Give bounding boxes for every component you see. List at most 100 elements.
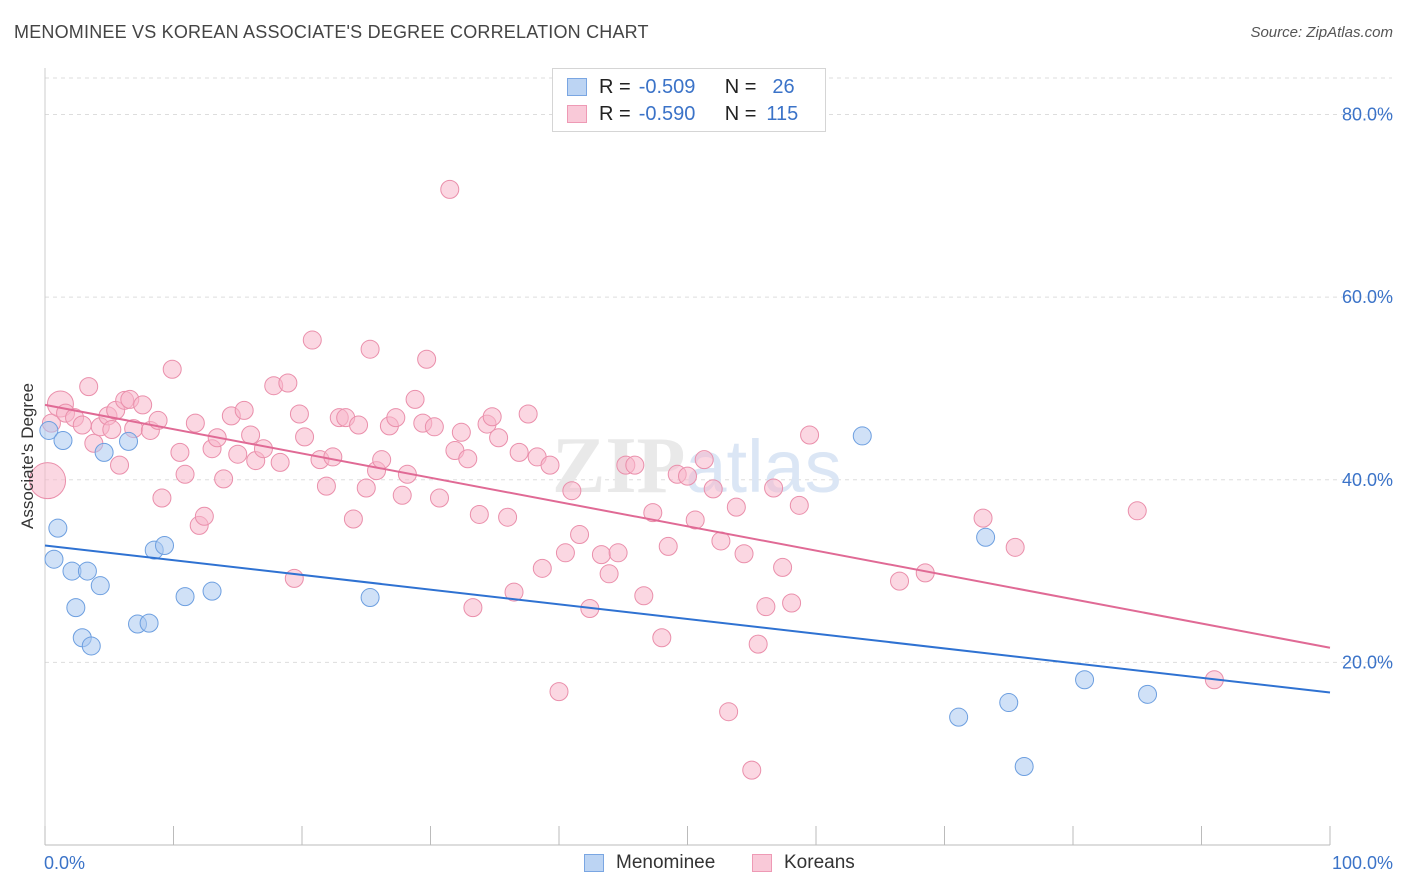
koreans-point	[973, 508, 993, 528]
koreans-point	[110, 455, 130, 475]
koreans-point	[440, 179, 460, 199]
koreans-point	[152, 488, 172, 508]
koreans-point	[270, 452, 290, 472]
x-tick-label-max: 100.0%	[1332, 853, 1393, 873]
menominee-point	[77, 561, 97, 581]
series-legend: Menominee Koreans	[0, 852, 1406, 876]
menominee-point	[48, 518, 68, 538]
koreans-point	[343, 509, 363, 529]
y-tick-label: 20.0%	[1342, 652, 1393, 672]
koreans-point	[316, 476, 336, 496]
menominee-point	[155, 536, 175, 556]
koreans-point	[773, 557, 793, 577]
menominee-point	[119, 431, 139, 451]
koreans-point	[694, 450, 714, 470]
koreans-point	[29, 462, 67, 500]
koreans-point	[469, 504, 489, 524]
menominee-point	[852, 426, 872, 446]
n-value: 26	[772, 75, 795, 98]
koreans-point	[1005, 537, 1025, 557]
menominee-point	[66, 598, 86, 618]
koreans-point	[599, 564, 619, 584]
menominee-point	[175, 587, 195, 607]
r-value: -0.509	[638, 75, 696, 98]
koreans-point	[463, 598, 483, 618]
koreans-point	[185, 413, 205, 433]
axes	[44, 68, 1331, 846]
koreans-point	[372, 450, 392, 470]
koreans-point	[540, 455, 560, 475]
koreans-point	[214, 469, 234, 489]
koreans-point	[489, 428, 509, 448]
koreans-point	[719, 702, 739, 722]
legend-swatch-pink	[567, 105, 587, 123]
koreans-points	[29, 179, 1224, 780]
koreans-point	[756, 597, 776, 617]
legend-swatch-pink	[752, 854, 772, 872]
koreans-point	[504, 582, 524, 602]
menominee-point	[94, 442, 114, 462]
koreans-point	[349, 415, 369, 435]
koreans-point	[890, 571, 910, 591]
r-label: R =	[599, 75, 631, 98]
koreans-point	[555, 543, 575, 563]
menominee-point	[1075, 670, 1095, 690]
menominee-point	[1138, 684, 1158, 704]
legend-item-menominee: Menominee	[584, 852, 715, 874]
legend-row-koreans: R = -0.590 N = 115	[567, 102, 798, 126]
koreans-point	[734, 544, 754, 564]
koreans-point	[498, 507, 518, 527]
koreans-point	[295, 427, 315, 447]
koreans-point	[72, 415, 92, 435]
koreans-point	[356, 478, 376, 498]
koreans-point	[417, 349, 437, 369]
menominee-point	[360, 588, 380, 608]
koreans-point	[652, 628, 672, 648]
koreans-point	[764, 478, 784, 498]
koreans-point	[79, 377, 99, 397]
n-label: N =	[724, 75, 757, 98]
koreans-point	[789, 495, 809, 515]
legend-swatch-blue	[584, 854, 604, 872]
x-tick-label-min: 0.0%	[44, 853, 85, 873]
koreans-point	[360, 339, 380, 359]
koreans-point	[678, 466, 697, 486]
menominee-point	[39, 420, 59, 440]
koreans-point	[175, 464, 195, 484]
koreans-point	[658, 536, 678, 556]
y-tick-label: 60.0%	[1342, 287, 1393, 307]
menominee-point	[1014, 756, 1034, 776]
source-label: Source: ZipAtlas.com	[1250, 24, 1393, 41]
tick-labels: 20.0% 40.0% 60.0% 80.0% 0.0% 100.0%	[44, 105, 1393, 873]
legend-swatch-blue	[567, 78, 587, 96]
koreans-point	[800, 425, 820, 445]
r-value: -0.590	[638, 102, 696, 125]
menominee-point	[949, 707, 969, 727]
koreans-point	[253, 439, 273, 459]
koreans-point	[429, 488, 449, 508]
n-value: 115	[766, 102, 799, 125]
koreans-point	[703, 479, 723, 499]
legend-item-koreans: Koreans	[752, 852, 855, 874]
koreans-point	[458, 449, 478, 469]
grid-lines	[45, 77, 1392, 663]
koreans-point	[194, 506, 214, 526]
koreans-point	[289, 404, 309, 424]
menominee-point	[976, 527, 996, 547]
koreans-point	[643, 503, 663, 523]
koreans-point	[386, 408, 406, 428]
koreans-point	[782, 593, 802, 613]
menominee-points	[39, 420, 1158, 776]
menominee-trend-line	[44, 544, 1331, 694]
chart-title: MENOMINEE VS KOREAN ASSOCIATE'S DEGREE C…	[14, 22, 649, 42]
koreans-point	[532, 558, 552, 578]
menominee-point	[81, 636, 101, 656]
legend-row-menominee: R = -0.509 N = 26	[567, 75, 795, 99]
koreans-point	[323, 447, 343, 467]
koreans-point	[726, 497, 746, 517]
koreans-point	[562, 481, 582, 501]
menominee-point	[53, 430, 73, 450]
menominee-point	[139, 613, 159, 633]
menominee-point	[44, 549, 64, 569]
